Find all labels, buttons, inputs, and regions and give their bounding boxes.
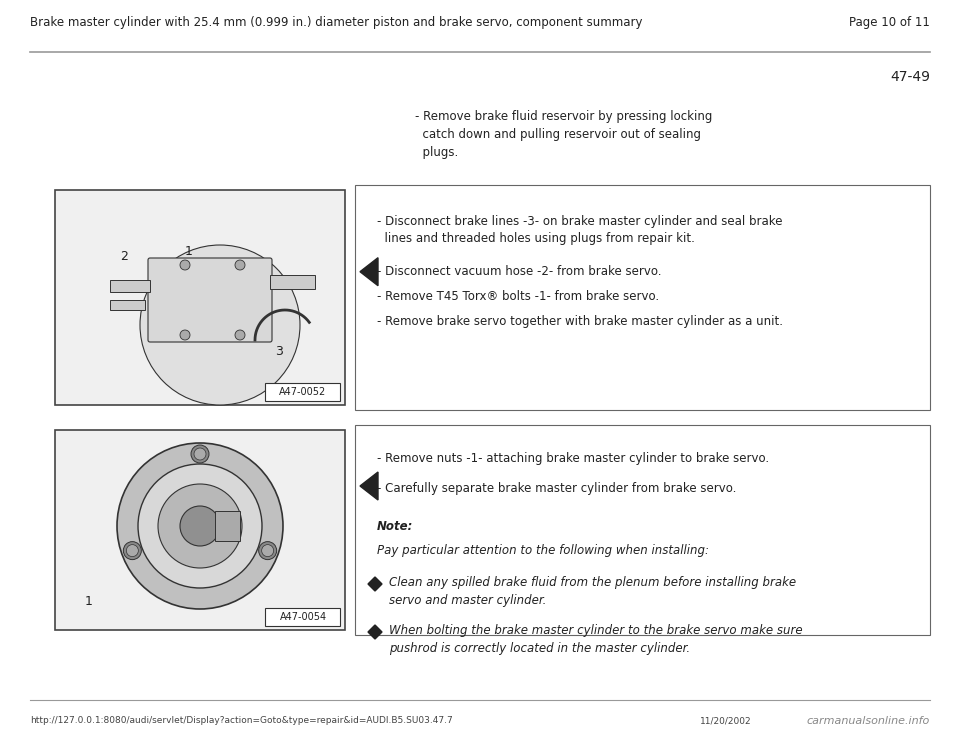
Circle shape	[194, 448, 206, 460]
Text: A47-0054: A47-0054	[279, 612, 326, 622]
Circle shape	[235, 260, 245, 270]
Text: pushrod is correctly located in the master cylinder.: pushrod is correctly located in the mast…	[389, 642, 690, 655]
Text: - Remove brake fluid reservoir by pressing locking: - Remove brake fluid reservoir by pressi…	[415, 110, 712, 123]
Text: A47-0052: A47-0052	[279, 387, 326, 397]
Bar	[110, 300, 145, 310]
Text: - Carefully separate brake master cylinder from brake servo.: - Carefully separate brake master cylind…	[377, 482, 736, 495]
Text: Clean any spilled brake fluid from the plenum before installing brake: Clean any spilled brake fluid from the p…	[389, 576, 796, 589]
Circle shape	[117, 443, 283, 609]
Text: 1: 1	[250, 511, 258, 525]
Text: 11/20/2002: 11/20/2002	[700, 716, 752, 725]
Circle shape	[235, 330, 245, 340]
Bar	[110, 280, 150, 292]
Text: servo and master cylinder.: servo and master cylinder.	[389, 594, 546, 607]
Bar	[265, 608, 340, 626]
Text: - Disconnect vacuum hose -2- from brake servo.: - Disconnect vacuum hose -2- from brake …	[377, 265, 661, 278]
Text: lines and threaded holes using plugs from repair kit.: lines and threaded holes using plugs fro…	[377, 232, 695, 245]
Text: - Disconnect brake lines -3- on brake master cylinder and seal brake: - Disconnect brake lines -3- on brake ma…	[377, 215, 782, 228]
Bar	[215, 511, 240, 541]
Text: Note:: Note:	[377, 520, 414, 533]
Text: carmanualsonline.info: carmanualsonline.info	[806, 716, 930, 726]
Text: http://127.0.0.1:8080/audi/servlet/Display?action=Goto&type=repair&id=AUDI.B5.SU: http://127.0.0.1:8080/audi/servlet/Displ…	[30, 716, 453, 725]
Polygon shape	[360, 472, 378, 500]
Text: Pay particular attention to the following when installing:: Pay particular attention to the followin…	[377, 544, 709, 557]
Bar	[355, 425, 930, 635]
Circle shape	[158, 484, 242, 568]
Text: - Remove T45 Torx® bolts -1- from brake servo.: - Remove T45 Torx® bolts -1- from brake …	[377, 290, 660, 303]
Polygon shape	[360, 257, 378, 286]
Text: 1: 1	[85, 595, 93, 608]
Circle shape	[180, 260, 190, 270]
Text: 2: 2	[120, 250, 128, 263]
FancyBboxPatch shape	[148, 258, 272, 342]
Bar	[55, 190, 345, 405]
Circle shape	[123, 542, 141, 559]
Text: 47-49: 47-49	[890, 70, 930, 84]
Polygon shape	[368, 625, 382, 639]
Circle shape	[127, 545, 138, 556]
Text: plugs.: plugs.	[415, 146, 458, 159]
Circle shape	[262, 545, 274, 556]
Bar	[265, 383, 340, 401]
Circle shape	[191, 445, 209, 463]
Text: catch down and pulling reservoir out of sealing: catch down and pulling reservoir out of …	[415, 128, 701, 141]
Text: When bolting the brake master cylinder to the brake servo make sure: When bolting the brake master cylinder t…	[389, 624, 803, 637]
Bar	[270, 275, 315, 289]
Circle shape	[140, 245, 300, 405]
Text: 1: 1	[185, 245, 193, 258]
Text: 3: 3	[275, 345, 283, 358]
Polygon shape	[368, 577, 382, 591]
Bar	[55, 430, 345, 630]
Circle shape	[138, 464, 262, 588]
Circle shape	[258, 542, 276, 559]
Text: Brake master cylinder with 25.4 mm (0.999 in.) diameter piston and brake servo, : Brake master cylinder with 25.4 mm (0.99…	[30, 16, 642, 29]
Bar	[355, 185, 930, 410]
Circle shape	[180, 506, 220, 546]
Circle shape	[180, 330, 190, 340]
Text: - Remove nuts -1- attaching brake master cylinder to brake servo.: - Remove nuts -1- attaching brake master…	[377, 452, 769, 465]
Text: - Remove brake servo together with brake master cylinder as a unit.: - Remove brake servo together with brake…	[377, 315, 783, 328]
Text: Page 10 of 11: Page 10 of 11	[850, 16, 930, 29]
